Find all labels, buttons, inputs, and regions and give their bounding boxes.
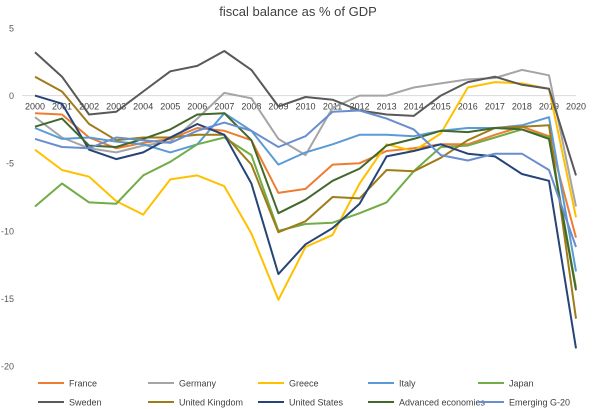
legend-label: Emerging G-20 bbox=[509, 398, 570, 408]
legend-item: France bbox=[38, 379, 97, 389]
legend-item: Italy bbox=[368, 379, 416, 389]
chart-legend: France Germany Greece Italy Japan Sweden Unite… bbox=[38, 379, 570, 408]
legend-item: Greece bbox=[258, 379, 319, 389]
legend-label: Japan bbox=[509, 379, 534, 389]
x-tick-label: 2017 bbox=[485, 102, 505, 112]
legend-item: United Kingdom bbox=[148, 398, 243, 408]
x-tick-label: 2013 bbox=[377, 102, 397, 112]
series-line-united-kingdom bbox=[34, 75, 577, 319]
legend-item: Sweden bbox=[38, 398, 102, 408]
series-line-japan bbox=[34, 128, 577, 288]
legend-label: United Kingdom bbox=[179, 398, 243, 408]
x-tick-label: 2004 bbox=[133, 102, 153, 112]
x-tick-label: 2012 bbox=[350, 102, 370, 112]
x-tick-label: 2019 bbox=[539, 102, 559, 112]
legend-label: Italy bbox=[399, 379, 416, 389]
y-tick-label: 5 bbox=[9, 24, 14, 34]
x-tick-label: 2002 bbox=[79, 102, 99, 112]
y-tick-label: -10 bbox=[1, 226, 14, 236]
x-tick-label: 2006 bbox=[187, 102, 207, 112]
x-tick-label: 2001 bbox=[52, 102, 72, 112]
legend-item: United States bbox=[258, 398, 344, 408]
x-tick-label: 2003 bbox=[106, 102, 126, 112]
legend-label: United States bbox=[289, 398, 344, 408]
series-line-advanced-economies bbox=[34, 112, 577, 291]
chart-axes: 5 0 -5 -10 -15 -20 2000 2001 2002 2003 2004 2005 200… bbox=[1, 24, 586, 372]
y-tick-label: 0 bbox=[9, 91, 14, 101]
y-tick-label: -15 bbox=[1, 294, 14, 304]
x-tick-label: 2011 bbox=[323, 102, 342, 112]
series-line-italy bbox=[34, 112, 577, 272]
y-tick-label: -20 bbox=[1, 362, 14, 372]
legend-label: Germany bbox=[179, 379, 217, 389]
x-tick-label: 2015 bbox=[431, 102, 451, 112]
x-tick-label: 2010 bbox=[295, 102, 315, 112]
legend-label: Sweden bbox=[69, 398, 102, 408]
legend-item: Japan bbox=[478, 379, 534, 389]
chart-series bbox=[34, 50, 577, 349]
x-tick-label: 2016 bbox=[458, 102, 478, 112]
legend-item: Emerging G-20 bbox=[478, 398, 570, 408]
legend-item: Germany bbox=[148, 379, 217, 389]
y-tick-label: -5 bbox=[6, 159, 14, 169]
x-tick-label: 2000 bbox=[25, 102, 45, 112]
x-tick-label: 2020 bbox=[566, 102, 586, 112]
x-tick-label: 2005 bbox=[160, 102, 180, 112]
legend-label: Greece bbox=[289, 379, 319, 389]
series-line-greece bbox=[34, 81, 577, 301]
series-line-sweden bbox=[34, 50, 577, 176]
chart-title: fiscal balance as % of GDP bbox=[219, 4, 377, 19]
series-line-france bbox=[34, 112, 577, 238]
legend-label: France bbox=[69, 379, 97, 389]
x-tick-label: 2007 bbox=[214, 102, 234, 112]
x-tick-label: 2014 bbox=[404, 102, 424, 112]
legend-item: Advanced economies bbox=[368, 398, 486, 408]
series-line-emerging-g-20 bbox=[34, 109, 577, 248]
x-tick-label: 2018 bbox=[512, 102, 532, 112]
legend-label: Advanced economies bbox=[399, 398, 486, 408]
x-tick-label: 2008 bbox=[241, 102, 261, 112]
